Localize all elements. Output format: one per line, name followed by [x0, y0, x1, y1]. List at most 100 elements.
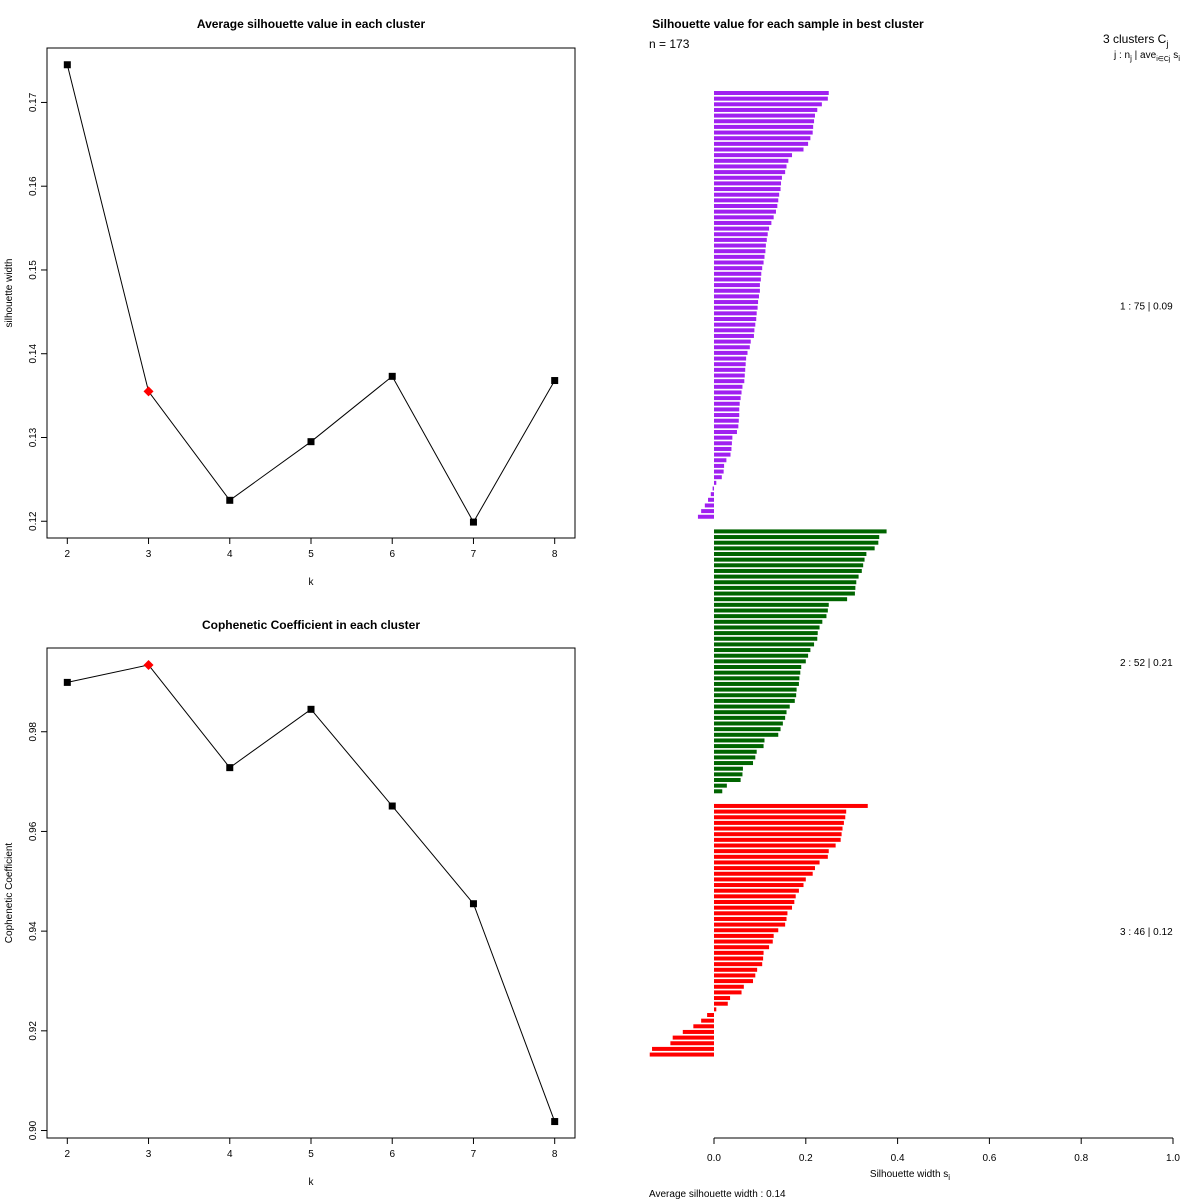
silhouette-bar — [714, 367, 746, 372]
silhouette-bar — [714, 452, 731, 457]
silhouette-bar — [714, 249, 766, 254]
silhouette-bar — [649, 1052, 714, 1057]
silhouette-bar — [714, 744, 764, 749]
silhouette-bar — [714, 755, 756, 760]
silhouette-bar — [714, 916, 787, 921]
silhouette-bar — [714, 710, 787, 715]
cluster-label: 3 : 46 | 0.12 — [1120, 927, 1173, 938]
silhouette-bar — [714, 209, 776, 214]
silhouette-bar — [708, 497, 714, 502]
silhouette-bar — [714, 232, 768, 237]
x-axis-label: Silhouette width si — [870, 1169, 950, 1182]
silhouette-bar — [714, 563, 864, 568]
cluster-label: 1 : 75 | 0.09 — [1120, 302, 1173, 313]
silhouette-bar — [714, 181, 782, 186]
silhouette-bar — [714, 424, 739, 429]
silhouette-bar — [714, 608, 828, 613]
silhouette-bar — [714, 967, 758, 972]
silhouette-bar — [714, 294, 759, 299]
x-axis-label-text: Silhouette width s — [870, 1169, 948, 1180]
silhouette-bar — [714, 860, 820, 865]
silhouette-bar — [714, 945, 770, 950]
silhouette-bar — [714, 475, 722, 480]
silhouette-bar — [714, 413, 740, 418]
x-tick-label: 7 — [471, 1149, 477, 1160]
silhouette-bar — [714, 557, 865, 562]
silhouette-bar — [714, 283, 760, 288]
data-point — [388, 372, 396, 380]
legend-subheader-sub2: i∈Cj — [1156, 56, 1171, 63]
legend-subheader: j : nj | avei∈Cj si — [1113, 50, 1180, 63]
silhouette-bar — [714, 463, 725, 468]
data-point — [63, 61, 71, 69]
silhouette-bar — [714, 950, 764, 955]
data-point — [469, 900, 477, 908]
legend-subheader-mid: | ave — [1132, 50, 1157, 61]
x-tick-label: 6 — [389, 1149, 395, 1160]
data-point — [226, 496, 234, 504]
silhouette-bar — [714, 266, 763, 271]
y-tick-label: 0.12 — [28, 511, 39, 531]
y-tick-label: 0.13 — [28, 427, 39, 447]
x-tick-label: 7 — [471, 549, 477, 560]
data-point — [226, 764, 234, 772]
silhouette-bar — [714, 226, 770, 231]
silhouette-bar — [697, 514, 714, 519]
x-tick-label: 6 — [389, 549, 395, 560]
silhouette-bar — [714, 124, 814, 129]
silhouette-bar — [714, 288, 760, 293]
silhouette-bar — [714, 653, 809, 658]
silhouette-bar — [712, 486, 714, 491]
silhouette-bar — [714, 727, 781, 732]
silhouette-bar — [714, 766, 743, 771]
x-tick-label: 5 — [308, 1149, 314, 1160]
silhouette-bar — [714, 693, 797, 698]
silhouette-bar — [670, 1041, 714, 1046]
silhouette-bar — [714, 396, 741, 401]
silhouette-bar — [714, 574, 859, 579]
silhouette-bar — [714, 300, 759, 305]
silhouette-bar — [714, 928, 779, 933]
silhouette-bar — [714, 905, 793, 910]
silhouette-bar — [714, 783, 727, 788]
legend-subheader-sub: j — [1129, 54, 1132, 63]
silhouette-bar — [714, 552, 867, 556]
data-point — [551, 377, 559, 385]
silhouette-bar — [714, 1007, 717, 1012]
x-tick-label: 0.0 — [707, 1153, 721, 1164]
series-line — [67, 664, 556, 1122]
series-line — [66, 64, 556, 524]
silhouette-bar — [714, 339, 751, 344]
x-tick-label: 0.2 — [799, 1153, 813, 1164]
silhouette-bar — [714, 480, 717, 485]
x-tick-label: 1.0 — [1166, 1153, 1180, 1164]
silhouette-bar — [714, 540, 879, 545]
silhouette-bar — [714, 698, 795, 703]
silhouette-bar — [714, 990, 742, 995]
silhouette-bar — [714, 973, 756, 978]
silhouette-bar — [714, 900, 795, 904]
data-point — [307, 705, 315, 713]
silhouette-bar — [714, 676, 800, 681]
silhouette-bar — [714, 826, 843, 831]
silhouette-bar — [714, 597, 848, 602]
legend-header-sub: j — [1165, 39, 1168, 49]
silhouette-bar — [714, 996, 731, 1001]
x-tick-label: 0.4 — [891, 1153, 905, 1164]
silhouette-bar — [714, 984, 744, 989]
silhouette-bar — [714, 407, 740, 412]
silhouette-bar — [714, 732, 779, 737]
silhouette-bar — [714, 591, 855, 596]
y-axis-label: Cophenetic Coefficient — [4, 843, 15, 944]
plot-frame — [46, 47, 576, 539]
silhouette-bar — [682, 1029, 714, 1034]
legend-header-text: 3 clusters C — [1103, 32, 1167, 46]
silhouette-bar — [714, 441, 732, 446]
y-tick-label: 0.14 — [28, 344, 39, 364]
x-tick-label: 0.8 — [1074, 1153, 1088, 1164]
silhouette-bar — [701, 509, 714, 514]
silhouette-bar — [714, 568, 862, 573]
y-tick-label: 0.98 — [28, 722, 39, 742]
silhouette-bar — [714, 164, 787, 169]
silhouette-bar — [714, 435, 733, 440]
